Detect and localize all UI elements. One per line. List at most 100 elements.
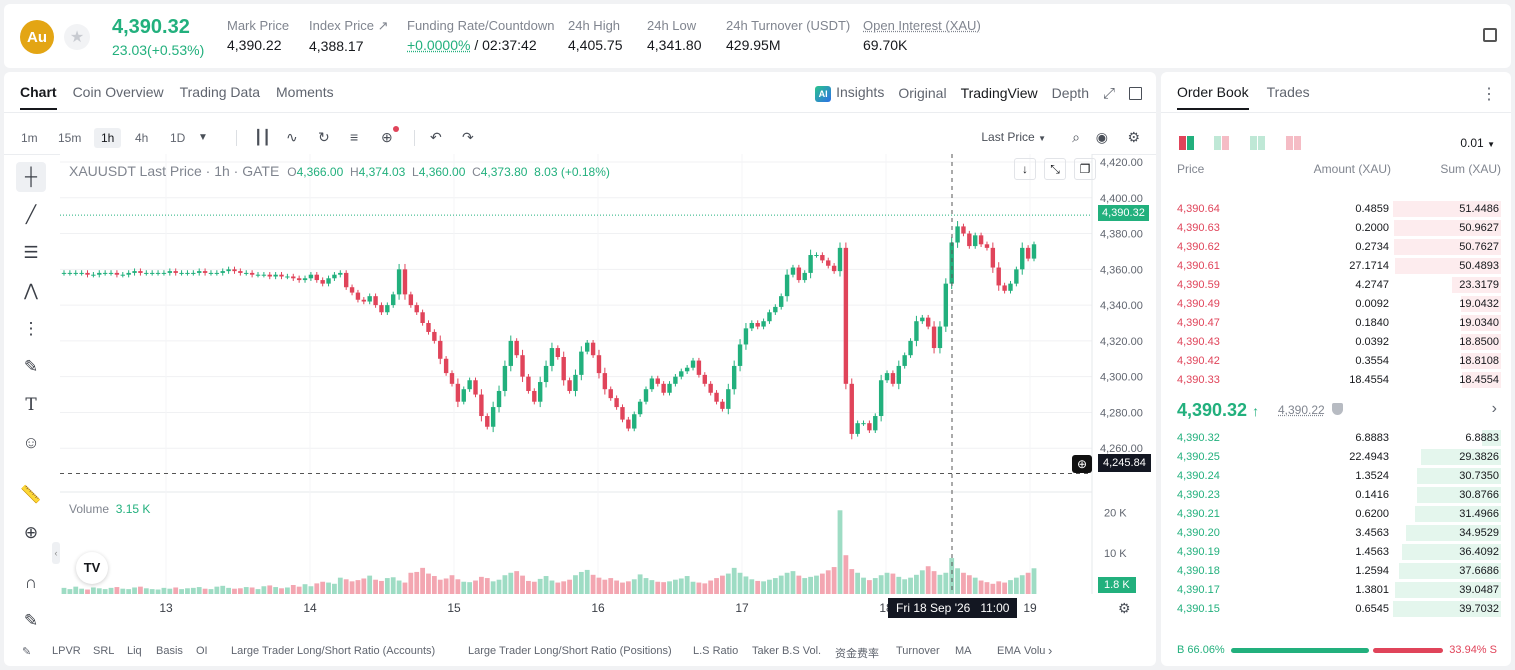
indicator-item[interactable]: Turnover <box>896 645 940 657</box>
indicator-item[interactable]: Liq <box>127 645 142 657</box>
magnet-icon[interactable]: ∩ <box>24 573 38 592</box>
timeframe-dropdown-icon[interactable]: ▼ <box>198 132 208 143</box>
indicator-item[interactable]: EMA <box>997 645 1021 657</box>
price-source-select[interactable]: Last Price ▼ <box>981 130 1046 144</box>
favorite-star-icon[interactable]: ★ <box>64 24 90 50</box>
trendline-icon[interactable]: ╱ <box>25 205 37 224</box>
candle-body <box>831 265 837 272</box>
camera-icon[interactable]: ◉ <box>1095 129 1108 145</box>
text-tool-icon[interactable]: T <box>25 395 37 415</box>
indicator-item[interactable]: OI <box>196 645 208 657</box>
bid-row[interactable]: 4,390.21 0.6200 31.4966 <box>1161 505 1511 523</box>
ask-row[interactable]: 4,390.62 0.2734 50.7627 <box>1161 238 1511 256</box>
search-icon[interactable]: ⌕ <box>1072 129 1080 145</box>
ask-row[interactable]: 4,390.63 0.2000 50.9627 <box>1161 219 1511 237</box>
zoom-in-icon[interactable]: ⊕ <box>23 523 39 542</box>
candle-type-icon[interactable]: ┃┃ <box>254 129 271 145</box>
depth-mode-icon[interactable] <box>1286 136 1302 150</box>
ask-row[interactable]: 4,390.47 0.1840 19.0340 <box>1161 314 1511 332</box>
candle-body <box>208 272 214 274</box>
expand-icon[interactable]: ⤢ <box>1102 84 1115 102</box>
stat-index-price[interactable]: Index Price ↗ 4,388.17 <box>309 18 389 54</box>
indicator-item[interactable]: MA <box>955 645 972 657</box>
tab-trading-data[interactable]: Trading Data <box>179 84 261 100</box>
window-icon[interactable] <box>1129 86 1142 100</box>
redo-icon[interactable]: ↷ <box>462 129 474 145</box>
bid-row[interactable]: 4,390.25 22.4943 29.3826 <box>1161 448 1511 466</box>
bids-only-icon[interactable] <box>1214 136 1230 150</box>
brush-icon[interactable]: ✎ <box>23 357 39 376</box>
bid-row[interactable]: 4,390.18 1.2594 37.6686 <box>1161 562 1511 580</box>
funding-rate-value[interactable]: +0.0000% <box>407 37 471 53</box>
tab-chart[interactable]: Chart <box>20 84 57 110</box>
ask-row[interactable]: 4,390.61 27.1714 50.4893 <box>1161 257 1511 275</box>
undo-icon[interactable]: ↶ <box>430 129 442 145</box>
replay-icon[interactable]: ↻ <box>318 129 330 145</box>
ask-row[interactable]: 4,390.33 18.4554 18.4554 <box>1161 371 1511 389</box>
indicator-item[interactable]: LPVR <box>52 645 81 657</box>
asks-only-icon[interactable] <box>1250 136 1266 150</box>
ask-row[interactable]: 4,390.59 4.2747 23.3179 <box>1161 276 1511 294</box>
indicator-item[interactable]: 资金费率 <box>835 648 879 660</box>
settings-gear-icon[interactable]: ⚙ <box>1127 129 1140 145</box>
view-depth[interactable]: Depth <box>1051 85 1089 101</box>
ask-row[interactable]: 4,390.42 0.3554 18.8108 <box>1161 352 1511 370</box>
bid-row[interactable]: 4,390.15 0.6545 39.7032 <box>1161 600 1511 618</box>
indicator-item[interactable]: Volu <box>1024 645 1046 657</box>
edit-indicators-icon[interactable]: ✎ <box>22 646 32 658</box>
indicator-item[interactable]: Basis <box>156 645 183 657</box>
scroll-right-icon[interactable]: › <box>1048 643 1053 658</box>
lock-drawings-icon[interactable]: ✎ <box>23 611 39 630</box>
ask-row[interactable]: 4,390.64 0.4859 51.4486 <box>1161 200 1511 218</box>
ask-row[interactable]: 4,390.49 0.0092 19.0432 <box>1161 295 1511 313</box>
more-options-icon[interactable]: ⋮ <box>1481 86 1497 103</box>
templates-icon[interactable]: ≡ <box>350 129 359 145</box>
view-tradingview[interactable]: TradingView <box>960 85 1038 101</box>
tf-1m[interactable]: 1m <box>21 131 38 145</box>
tf-4h[interactable]: 4h <box>135 131 149 145</box>
add-alert-icon[interactable]: ⊕ <box>1072 455 1092 473</box>
both-sides-icon[interactable] <box>1179 136 1195 150</box>
chevron-right-icon[interactable]: › <box>1491 400 1497 417</box>
tab-coin-overview[interactable]: Coin Overview <box>72 84 164 100</box>
tf-1h[interactable]: 1h <box>94 128 122 148</box>
indicator-item[interactable]: Large Trader Long/Short Ratio (Accounts) <box>231 645 436 657</box>
view-original[interactable]: Original <box>898 85 947 101</box>
indicator-item[interactable]: SRL <box>93 645 115 657</box>
tick-size-select[interactable]: 0.01 ▼ <box>1460 136 1495 150</box>
indicator-item[interactable]: L.S Ratio <box>693 645 739 657</box>
tf-15m[interactable]: 15m <box>58 131 82 145</box>
tab-order-book[interactable]: Order Book <box>1177 84 1249 110</box>
collapse-toolbar-button[interactable]: ‹ <box>52 542 60 564</box>
bid-row[interactable]: 4,390.19 1.4563 36.4092 <box>1161 543 1511 561</box>
ask-row[interactable]: 4,390.43 0.0392 18.8500 <box>1161 333 1511 351</box>
layout-icon[interactable] <box>1483 28 1497 42</box>
emoji-icon[interactable]: ☺ <box>22 433 40 452</box>
bid-row[interactable]: 4,390.23 0.1416 30.8766 <box>1161 486 1511 504</box>
tf-1d[interactable]: 1D <box>170 131 186 145</box>
ruler-icon[interactable]: 📏 <box>20 485 42 504</box>
bid-row[interactable]: 4,390.32 6.8883 6.8883 <box>1161 429 1511 447</box>
add-indicator-icon[interactable]: ⊕ <box>381 126 399 146</box>
stat-label[interactable]: Index Price ↗ <box>309 18 389 33</box>
insights-button[interactable]: AI Insights <box>815 84 884 102</box>
bid-row[interactable]: 4,390.20 3.4563 34.9529 <box>1161 524 1511 542</box>
bid-row[interactable]: 4,390.17 1.3801 39.0487 <box>1161 581 1511 599</box>
fib-icon[interactable]: ⋮ <box>22 319 40 338</box>
row-sum: 23.3179 <box>1459 279 1499 291</box>
bid-row[interactable]: 4,390.24 1.3524 30.7350 <box>1161 467 1511 485</box>
maximize-pane-icon[interactable]: ❐ <box>1074 158 1096 180</box>
tradingview-logo[interactable]: TV <box>76 552 108 584</box>
chart-settings-icon[interactable]: ⚙ <box>1118 600 1131 616</box>
crosshair-icon[interactable]: ┼ <box>16 162 46 192</box>
tab-moments[interactable]: Moments <box>276 84 334 100</box>
tab-trades[interactable]: Trades <box>1266 84 1310 100</box>
collapse-icon[interactable]: ⤡ <box>1044 158 1066 180</box>
parallel-lines-icon[interactable]: ☰ <box>23 243 39 262</box>
indicator-item[interactable]: Taker B.S Vol. <box>752 645 822 657</box>
arrow-down-icon[interactable]: ↓ <box>1014 158 1036 180</box>
indicator-item[interactable]: Large Trader Long/Short Ratio (Positions… <box>468 645 672 657</box>
pattern-icon[interactable]: ⋀ <box>24 281 38 300</box>
indicator-icon[interactable]: ∿ <box>286 129 298 145</box>
price-chart[interactable]: 4,420.00 4,400.00 4,380.00 4,360.00 4,340.00… <box>4 72 1156 632</box>
